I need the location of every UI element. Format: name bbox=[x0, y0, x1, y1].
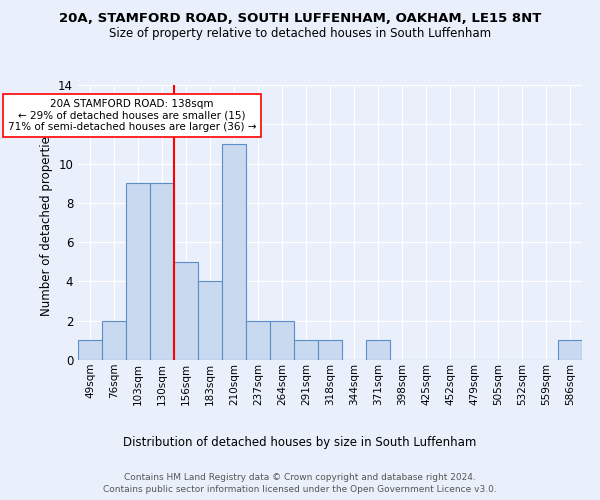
Text: 20A, STAMFORD ROAD, SOUTH LUFFENHAM, OAKHAM, LE15 8NT: 20A, STAMFORD ROAD, SOUTH LUFFENHAM, OAK… bbox=[59, 12, 541, 26]
Text: Size of property relative to detached houses in South Luffenham: Size of property relative to detached ho… bbox=[109, 28, 491, 40]
Bar bbox=[270, 320, 294, 360]
Bar bbox=[558, 340, 582, 360]
Text: Distribution of detached houses by size in South Luffenham: Distribution of detached houses by size … bbox=[124, 436, 476, 449]
Bar bbox=[222, 144, 246, 360]
Bar bbox=[78, 340, 102, 360]
Bar bbox=[366, 340, 390, 360]
Text: Contains public sector information licensed under the Open Government Licence v3: Contains public sector information licen… bbox=[103, 485, 497, 494]
Bar bbox=[126, 183, 150, 360]
Text: 20A STAMFORD ROAD: 138sqm
← 29% of detached houses are smaller (15)
71% of semi-: 20A STAMFORD ROAD: 138sqm ← 29% of detac… bbox=[8, 98, 256, 132]
Text: Contains HM Land Registry data © Crown copyright and database right 2024.: Contains HM Land Registry data © Crown c… bbox=[124, 472, 476, 482]
Bar bbox=[150, 183, 174, 360]
Bar bbox=[198, 282, 222, 360]
Bar bbox=[294, 340, 318, 360]
Bar bbox=[246, 320, 270, 360]
Bar bbox=[102, 320, 126, 360]
Bar bbox=[174, 262, 198, 360]
Bar bbox=[318, 340, 342, 360]
Y-axis label: Number of detached properties: Number of detached properties bbox=[40, 130, 53, 316]
